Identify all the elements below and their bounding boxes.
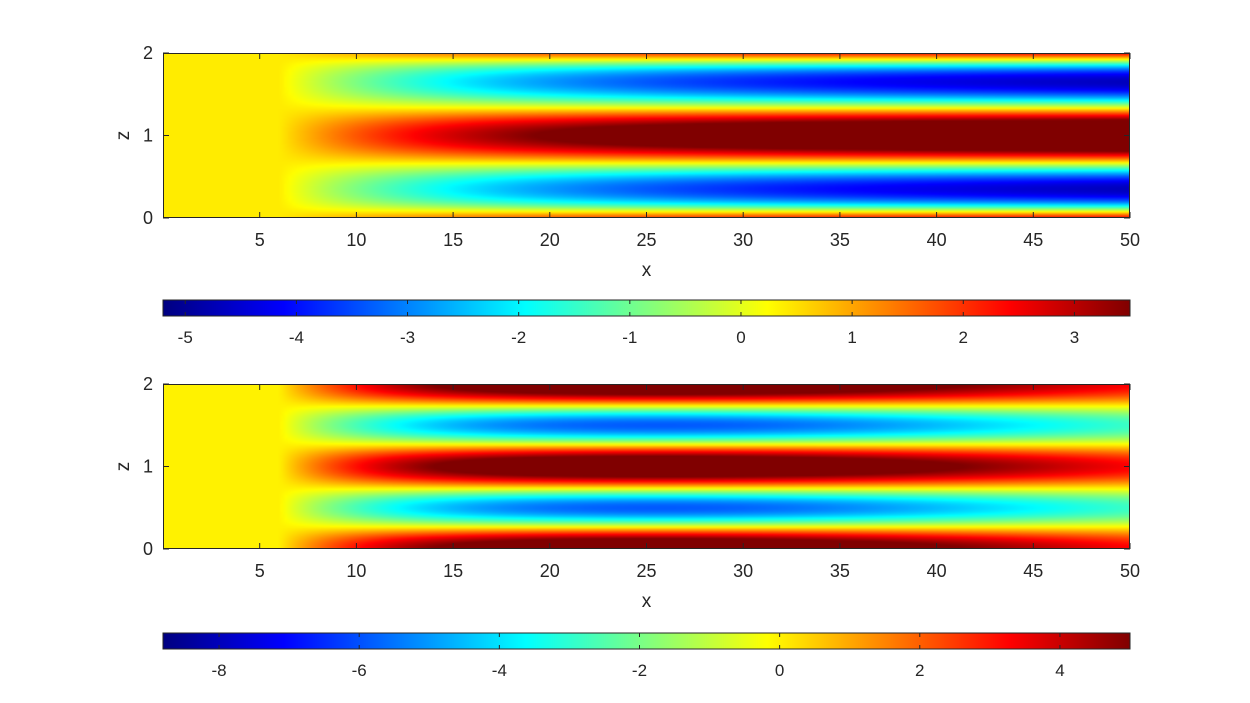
x-tick-label: 5 bbox=[255, 230, 265, 250]
heatmap-image-2 bbox=[163, 384, 1130, 549]
x-tick-label: 45 bbox=[1023, 561, 1043, 581]
z-tick-label: 0 bbox=[143, 208, 153, 228]
x-tick-label: 35 bbox=[830, 230, 850, 250]
x-tick-label: 5 bbox=[255, 561, 265, 581]
x-tick-label: 25 bbox=[636, 561, 656, 581]
colorbar-tick-label: -2 bbox=[632, 661, 647, 680]
x-tick-label: 15 bbox=[443, 230, 463, 250]
x-axis-label: x bbox=[642, 591, 652, 612]
z-tick-label: 1 bbox=[143, 126, 153, 146]
heatmap-image-1 bbox=[163, 53, 1130, 218]
z-tick-label: 1 bbox=[143, 457, 153, 477]
z-tick-label: 0 bbox=[143, 539, 153, 559]
x-tick-label: 25 bbox=[636, 230, 656, 250]
colorbar-tick-label: 3 bbox=[1070, 328, 1079, 347]
x-tick-label: 35 bbox=[830, 561, 850, 581]
colorbar-tick-label: -4 bbox=[289, 328, 304, 347]
x-tick-label: 10 bbox=[346, 561, 366, 581]
z-tick-label: 2 bbox=[143, 374, 153, 394]
colorbar-2 bbox=[162, 632, 1131, 650]
colorbar-tick-label: -1 bbox=[622, 328, 637, 347]
x-tick-label: 20 bbox=[540, 230, 560, 250]
colorbar-tick-label: 4 bbox=[1055, 661, 1064, 680]
x-tick-label: 30 bbox=[733, 561, 753, 581]
z-axis-label: z bbox=[113, 131, 134, 141]
colorbar-tick-label: 0 bbox=[736, 328, 745, 347]
colorbar-tick-label: 2 bbox=[915, 661, 924, 680]
colorbar-tick-label: -8 bbox=[211, 661, 226, 680]
x-tick-label: 45 bbox=[1023, 230, 1043, 250]
colorbar-tick-label: -6 bbox=[352, 661, 367, 680]
colorbar-tick-label: -4 bbox=[492, 661, 507, 680]
colorbar-tick-label: -2 bbox=[511, 328, 526, 347]
x-tick-label: 50 bbox=[1120, 230, 1140, 250]
z-tick-label: 2 bbox=[143, 43, 153, 63]
x-tick-label: 30 bbox=[733, 230, 753, 250]
z-axis-label: z bbox=[113, 462, 134, 472]
colorbar-tick-label: 1 bbox=[847, 328, 856, 347]
x-tick-label: 50 bbox=[1120, 561, 1140, 581]
colorbar-tick-label: 2 bbox=[959, 328, 968, 347]
colorbar-tick-label: -5 bbox=[178, 328, 193, 347]
x-axis-label: x bbox=[642, 260, 652, 281]
colorbar-1 bbox=[162, 299, 1131, 317]
x-tick-label: 20 bbox=[540, 561, 560, 581]
x-tick-label: 40 bbox=[927, 230, 947, 250]
colorbar-tick-label: 0 bbox=[775, 661, 784, 680]
x-tick-label: 40 bbox=[927, 561, 947, 581]
colorbar-tick-label: -3 bbox=[400, 328, 415, 347]
x-tick-label: 10 bbox=[346, 230, 366, 250]
x-tick-label: 15 bbox=[443, 561, 463, 581]
